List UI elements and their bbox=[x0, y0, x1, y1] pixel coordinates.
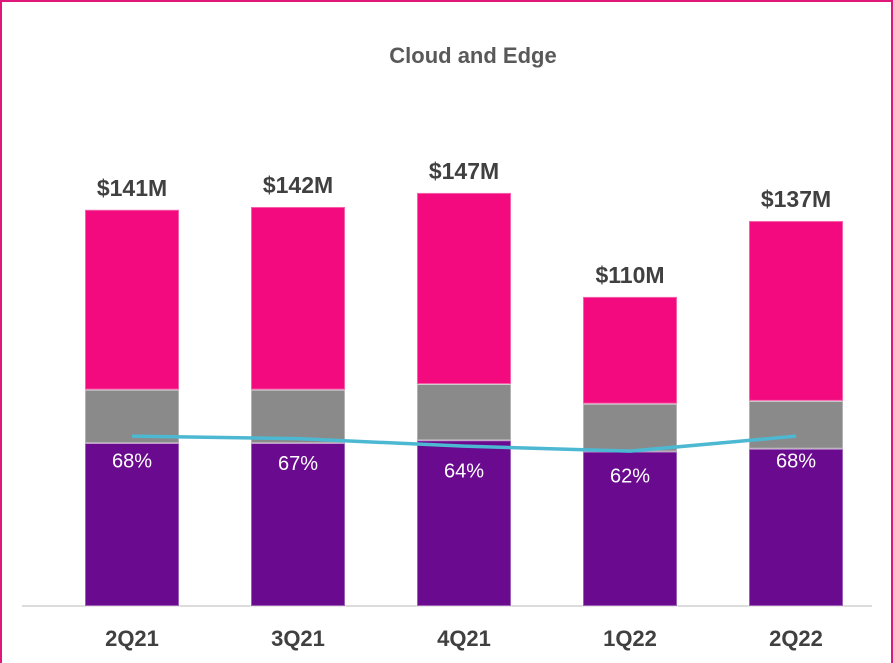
total-label: $142M bbox=[263, 172, 333, 198]
x-tick-label: 2Q22 bbox=[769, 626, 823, 651]
data-label: 68% bbox=[112, 450, 152, 472]
bar-segment bbox=[416, 383, 512, 442]
line bbox=[131, 434, 797, 453]
total-label: $147M bbox=[429, 158, 499, 184]
bar-segment bbox=[416, 439, 512, 607]
bar-segment bbox=[250, 442, 346, 607]
x-tick-label: 2Q21 bbox=[105, 626, 159, 651]
data-label: 64% bbox=[444, 460, 484, 482]
data-label: 62% bbox=[610, 465, 650, 487]
bar-segment bbox=[582, 295, 678, 405]
bar-segment bbox=[748, 399, 844, 450]
x-tick-label: 4Q21 bbox=[437, 626, 491, 651]
bar-segment bbox=[84, 208, 180, 391]
data-label: 68% bbox=[776, 450, 816, 472]
bar-segment bbox=[250, 388, 346, 445]
bar-segment bbox=[748, 447, 844, 608]
total-label: $110M bbox=[595, 262, 664, 288]
data-label: 67% bbox=[278, 453, 318, 475]
chart-title: Cloud and Edge bbox=[389, 43, 556, 68]
bar-segment bbox=[84, 442, 180, 607]
bar-segment bbox=[582, 450, 678, 608]
total-label: $141M bbox=[97, 175, 167, 201]
total-label: $137M bbox=[761, 186, 831, 212]
bar-segment bbox=[582, 402, 678, 453]
x-tick-label: 3Q21 bbox=[271, 626, 325, 651]
x-tick-label: 1Q22 bbox=[603, 626, 657, 651]
bar-segment bbox=[250, 205, 346, 391]
bar-segment bbox=[748, 220, 844, 402]
bar-segment bbox=[416, 191, 512, 386]
